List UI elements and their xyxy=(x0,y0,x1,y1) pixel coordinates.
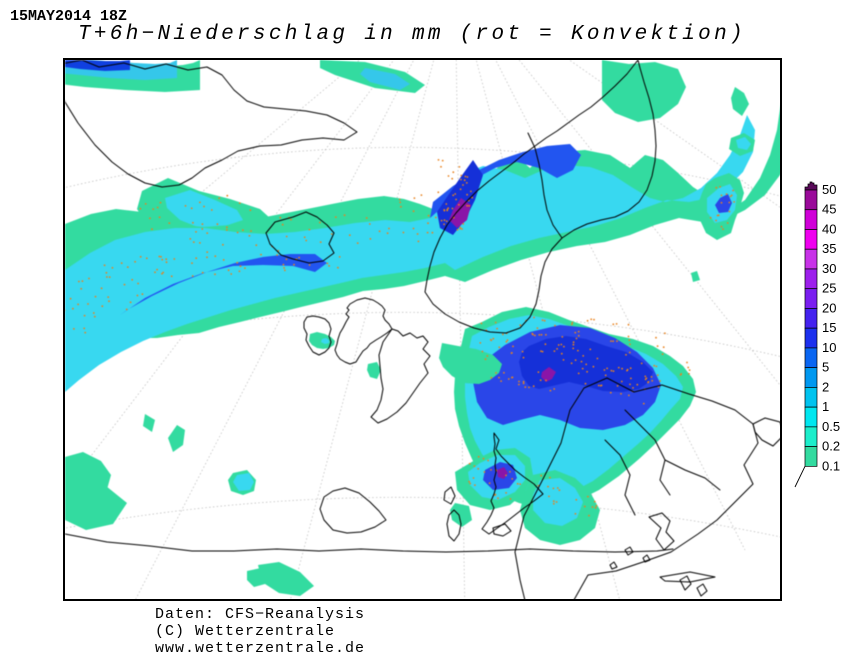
svg-text:0.2: 0.2 xyxy=(822,439,840,454)
svg-text:15: 15 xyxy=(822,320,836,335)
svg-text:0.5: 0.5 xyxy=(822,419,840,434)
svg-text:40: 40 xyxy=(822,221,836,236)
svg-text:20: 20 xyxy=(822,300,836,315)
svg-text:35: 35 xyxy=(822,241,836,256)
svg-text:30: 30 xyxy=(822,261,836,276)
svg-text:1: 1 xyxy=(822,399,829,414)
svg-text:25: 25 xyxy=(822,281,836,296)
svg-text:0.1: 0.1 xyxy=(822,458,840,473)
svg-text:50: 50 xyxy=(822,182,836,197)
svg-text:45: 45 xyxy=(822,202,836,217)
svg-text:10: 10 xyxy=(822,340,836,355)
svg-text:2: 2 xyxy=(822,379,829,394)
svg-text:5: 5 xyxy=(822,360,829,375)
